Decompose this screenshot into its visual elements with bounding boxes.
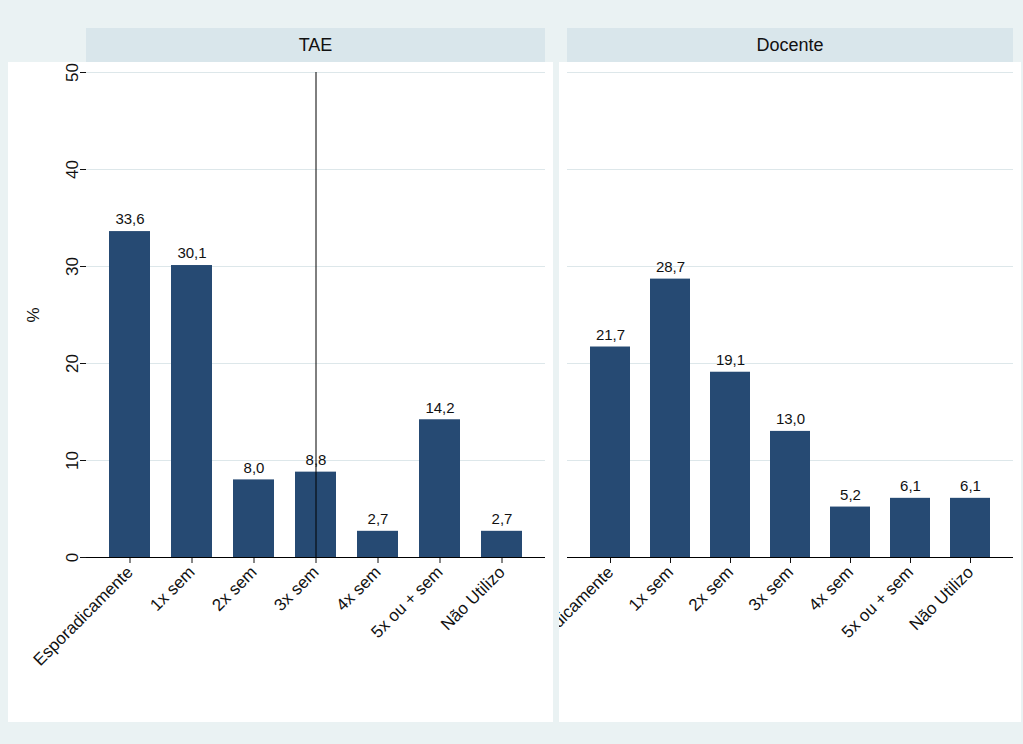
svg-text:%: % [24, 307, 43, 322]
svg-text:2,7: 2,7 [492, 510, 513, 527]
svg-text:5,2: 5,2 [840, 486, 861, 503]
svg-text:3x sem: 3x sem [745, 563, 797, 615]
svg-text:0: 0 [63, 553, 82, 562]
svg-text:30,1: 30,1 [177, 244, 206, 261]
svg-text:14,2: 14,2 [425, 399, 454, 416]
html-text:Docente: Docente [756, 35, 824, 55]
svg-text:30: 30 [63, 257, 82, 276]
svg-text:1x sem: 1x sem [146, 563, 198, 615]
svg-text:21,7: 21,7 [596, 326, 625, 343]
svg-text:20: 20 [63, 354, 82, 373]
svg-text:Não Utilizo: Não Utilizo [906, 563, 978, 635]
svg-text:19,1: 19,1 [716, 351, 745, 368]
svg-text:2x sem: 2x sem [208, 563, 260, 615]
svg-text:50: 50 [63, 63, 82, 82]
svg-text:5x ou + sem: 5x ou + sem [838, 563, 917, 642]
svg-text:Esporadicamente: Esporadicamente [30, 563, 137, 670]
svg-text:4x sem: 4x sem [332, 563, 384, 615]
svg-text:2x sem: 2x sem [685, 563, 737, 615]
svg-text:Não Utilizo: Não Utilizo [437, 563, 509, 635]
svg-text:8,8: 8,8 [305, 450, 327, 468]
svg-text:Esporadicamente: Esporadicamente [559, 563, 617, 670]
svg-text:5x ou + sem: 5x ou + sem [367, 563, 446, 642]
svg-text:13,0: 13,0 [776, 410, 805, 427]
svg-text:8,0: 8,0 [244, 459, 265, 476]
html-text:TAE: TAE [298, 35, 333, 55]
svg-text:6,1: 6,1 [900, 477, 921, 494]
svg-text:3x sem: 3x sem [270, 563, 322, 615]
svg-text:4x sem: 4x sem [805, 563, 857, 615]
svg-text:2,7: 2,7 [368, 510, 389, 527]
svg-text:1x sem: 1x sem [625, 563, 677, 615]
svg-text:28,7: 28,7 [656, 258, 685, 275]
svg-text:40: 40 [63, 160, 82, 179]
svg-text:33,6: 33,6 [115, 210, 144, 227]
svg-text:10: 10 [63, 451, 82, 470]
svg-text:6,1: 6,1 [960, 477, 981, 494]
